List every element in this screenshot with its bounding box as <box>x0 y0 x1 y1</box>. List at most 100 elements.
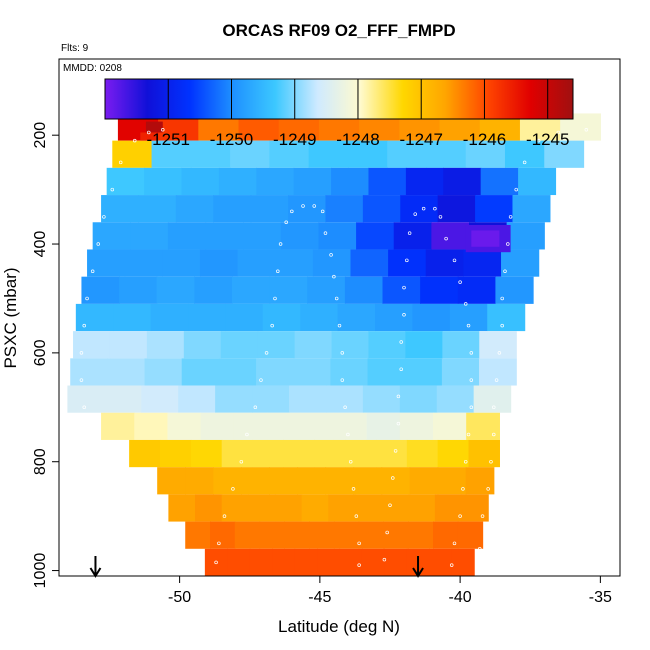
heatmap-cell <box>107 358 146 386</box>
colorbar: -1251 -1250 -1249 -1248 -1247 -1246 -1245 <box>104 78 574 149</box>
heatmap-cell <box>130 222 169 250</box>
flights-label: Flts: 9 <box>61 43 89 54</box>
track-point <box>486 487 490 491</box>
heatmap-cell <box>344 276 384 304</box>
track-point <box>413 212 417 216</box>
heatmap-cell <box>388 249 427 277</box>
track-point <box>88 459 92 464</box>
track-point <box>214 560 218 565</box>
heatmap-cell <box>433 412 467 440</box>
track-point <box>82 405 86 410</box>
heatmap-cell <box>425 249 464 277</box>
heatmap-cell <box>150 303 189 332</box>
heatmap-cell <box>431 222 470 250</box>
heatmap-cell <box>252 385 290 413</box>
heatmap-cell <box>144 167 183 196</box>
track-point <box>85 432 89 437</box>
track-point <box>489 459 493 464</box>
track-point <box>354 514 359 518</box>
heatmap-cell <box>205 222 244 250</box>
y-tick-label: 1000 <box>32 553 49 589</box>
track-point <box>337 323 342 328</box>
arrow-head <box>89 567 102 578</box>
heatmap-cell <box>293 358 331 386</box>
y-axis-label: PSXC (mbar) <box>1 267 20 368</box>
heatmap-cell <box>167 222 207 250</box>
heatmap-cell <box>301 494 329 522</box>
track-point <box>312 204 317 208</box>
track-point <box>506 242 510 246</box>
track-point <box>96 242 101 246</box>
track-point <box>469 405 474 410</box>
track-point <box>402 285 406 290</box>
heatmap-cell <box>272 548 296 576</box>
heatmap-cell <box>465 140 506 168</box>
heatmap-cell <box>506 222 545 250</box>
heatmap-cell <box>297 467 327 495</box>
heatmap-cell <box>325 195 364 223</box>
track-point <box>357 541 361 546</box>
heatmap-cell <box>356 222 395 250</box>
heatmap-cell <box>204 548 228 576</box>
heatmap-cell <box>181 358 220 386</box>
heatmap-cell <box>409 467 439 495</box>
heatmap-cell <box>337 303 376 332</box>
heatmap-cell <box>473 385 512 413</box>
track-point <box>222 514 227 518</box>
arrow-marker <box>412 556 424 578</box>
heatmap-cell <box>269 467 299 495</box>
track-point <box>334 296 339 301</box>
heatmap-cell <box>227 548 251 576</box>
colorbar-tick-label: -1251 <box>147 130 190 149</box>
heatmap-cell <box>241 467 270 495</box>
heatmap-cell <box>441 358 480 386</box>
heatmap-cell <box>129 439 161 468</box>
track-point <box>391 476 395 480</box>
heatmap-cell <box>328 494 356 522</box>
heatmap-cell <box>185 521 211 549</box>
heatmap-cell <box>475 195 514 223</box>
heatmap-cell <box>307 276 346 304</box>
track-point <box>245 432 249 437</box>
track-point <box>494 378 499 382</box>
colorbar-tick-label: -1248 <box>336 130 379 149</box>
track-point <box>452 541 457 546</box>
track-point <box>96 541 101 546</box>
heatmap-cell <box>199 249 239 277</box>
track-point <box>147 130 151 135</box>
track-point <box>463 459 468 464</box>
heatmap-cell <box>463 249 502 277</box>
colorbar-tick-label: -1245 <box>526 130 569 149</box>
heatmap-cell <box>218 167 257 196</box>
heatmap-cell <box>443 167 482 196</box>
heatmap-cell <box>185 467 214 495</box>
heatmap-cell <box>257 331 296 359</box>
heatmap-cell <box>451 548 475 576</box>
track-point <box>480 514 485 518</box>
track-point <box>320 209 325 214</box>
track-point <box>421 206 426 211</box>
heatmap-cell <box>262 303 301 332</box>
track-point <box>492 405 496 410</box>
heatmap-cell <box>375 303 414 332</box>
track-point <box>399 367 403 371</box>
track-point <box>449 563 454 567</box>
track-point <box>351 487 356 491</box>
track-point <box>522 160 527 165</box>
heatmap-cell <box>67 385 105 413</box>
heatmap-cell <box>368 331 407 359</box>
heatmap-cell <box>101 412 135 440</box>
heatmap-cell <box>314 439 346 468</box>
heatmap-cell <box>504 140 545 168</box>
track-point <box>276 269 280 273</box>
heatmap-cell <box>141 385 179 413</box>
track-point <box>478 547 482 551</box>
heatmap-cell <box>471 230 500 247</box>
y-tick-label: 400 <box>32 231 49 258</box>
arrow-layer <box>89 556 424 578</box>
x-tick-label: -40 <box>449 589 472 606</box>
heatmap-cell <box>159 439 192 468</box>
heatmap-cell <box>366 412 401 440</box>
heatmap-cell <box>248 494 276 522</box>
track-point <box>357 563 361 567</box>
